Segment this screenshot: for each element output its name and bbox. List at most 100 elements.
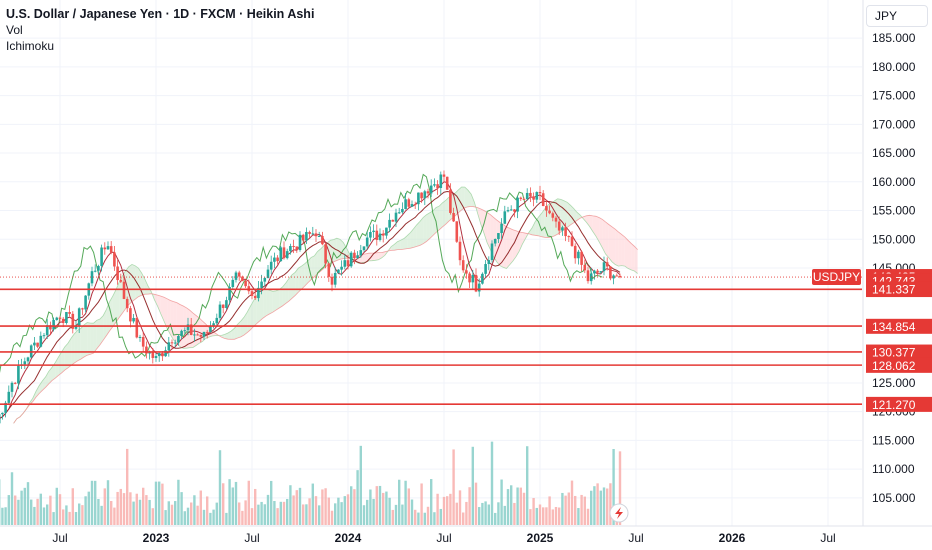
cloud-segment	[96, 318, 100, 349]
flash-icon[interactable]	[609, 503, 629, 523]
horizontal-levels[interactable]	[0, 276, 862, 406]
candle-body	[106, 246, 110, 250]
cloud-segment	[256, 291, 260, 324]
candle-body	[157, 353, 161, 357]
volume-bar	[215, 502, 218, 525]
candle-body	[356, 255, 359, 259]
symbol-title[interactable]: U.S. Dollar / Japanese Yen · 1D · FXCM ·…	[6, 7, 315, 21]
candle-body	[250, 291, 254, 296]
volume-bar	[186, 507, 190, 525]
volume-bar	[46, 504, 49, 525]
candle-body	[0, 414, 1, 424]
volume-bar	[340, 502, 343, 525]
candle-body	[612, 275, 615, 279]
candle-body	[397, 212, 401, 214]
candle-body	[545, 206, 548, 211]
candle-body	[381, 233, 385, 236]
cloud-segment	[80, 324, 84, 360]
volume-bar	[321, 489, 324, 525]
price-axis[interactable]: 185.000 180.000 175.000 170.000 165.000 160.0…	[872, 31, 916, 505]
cloud-segment	[509, 228, 513, 265]
candle-body	[49, 325, 52, 330]
ichimoku-cloud	[13, 186, 638, 424]
candle-body	[484, 264, 487, 274]
candle-body	[205, 331, 209, 333]
candle-body	[474, 274, 478, 292]
volume-bar	[542, 507, 545, 525]
volume-bar	[465, 501, 468, 525]
cloud-segment	[304, 260, 308, 286]
volume-bar	[119, 488, 122, 525]
cloud-segment	[628, 240, 632, 270]
volume-bar	[359, 445, 362, 525]
candle-body	[189, 324, 193, 335]
cloud-segment	[263, 288, 267, 318]
time-axis[interactable]: Jul 2023 Jul 2024 Jul 2025 Jul 2026 Jul	[52, 531, 835, 545]
currency-button[interactable]: JPY	[866, 5, 928, 27]
volume-bar	[471, 446, 474, 525]
candle-body	[103, 247, 107, 250]
indicator-vol[interactable]: Vol	[6, 23, 23, 37]
candle-body	[519, 197, 523, 199]
candle-body	[609, 266, 612, 279]
candle-body	[193, 334, 196, 336]
cloud-segment	[317, 248, 321, 274]
candle-body	[340, 266, 343, 270]
volume-bar	[535, 507, 538, 525]
volume-bar	[439, 508, 442, 525]
candle-body	[561, 227, 564, 231]
cloud-segment	[458, 187, 462, 213]
heikin-ashi-candles	[0, 170, 622, 424]
volume-bar	[84, 496, 87, 525]
volume-bar	[410, 499, 414, 525]
volume-bar	[612, 449, 615, 525]
time-tick-label: Jul	[436, 531, 451, 545]
volume-bar	[561, 492, 564, 525]
candle-body	[461, 260, 465, 271]
candle-body	[525, 192, 529, 200]
volume-bar	[151, 508, 154, 525]
candle-body	[23, 361, 27, 365]
cloud-segment	[596, 216, 600, 242]
candle-body	[129, 308, 132, 322]
candle-body	[615, 275, 619, 277]
candle-body	[445, 176, 449, 190]
candle-body	[330, 276, 334, 285]
candle-body	[548, 210, 551, 214]
level-tag	[866, 396, 932, 412]
candle-body	[618, 275, 622, 278]
indicator-ichimoku[interactable]: Ichimoku	[6, 39, 55, 53]
grid-lines	[0, 0, 932, 527]
volume-bar	[449, 493, 452, 525]
volume-bar	[174, 501, 177, 525]
volume-bar	[362, 505, 366, 525]
level-tag	[866, 357, 932, 373]
candle-body	[167, 342, 171, 351]
cloud-segment	[93, 320, 97, 354]
volume-bar	[55, 487, 58, 525]
candle-body	[391, 219, 395, 222]
volume-bar	[212, 509, 215, 525]
candle-body	[586, 270, 590, 282]
candle-body	[145, 346, 148, 354]
candle-body	[417, 192, 420, 205]
cloud-segment	[266, 288, 270, 316]
volume-bar	[263, 504, 266, 525]
volume-bar	[401, 504, 404, 525]
candle-body	[413, 204, 417, 206]
candle-body	[314, 233, 318, 237]
candle-body	[74, 326, 78, 329]
cloud-segment	[634, 246, 638, 274]
candle-body	[583, 264, 587, 271]
cloud-segment	[381, 251, 385, 258]
candle-body	[301, 234, 305, 241]
candle-body	[522, 198, 526, 200]
candle-body	[90, 271, 94, 284]
candle-body	[295, 246, 299, 250]
volume-bar	[468, 487, 471, 525]
candle-body	[234, 272, 238, 280]
candle-body	[369, 232, 372, 238]
candle-body	[452, 212, 455, 222]
cloud-segment	[112, 289, 116, 327]
